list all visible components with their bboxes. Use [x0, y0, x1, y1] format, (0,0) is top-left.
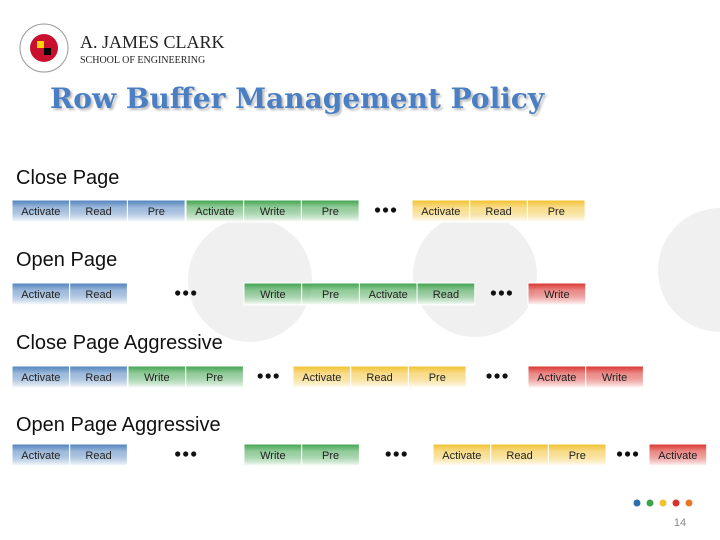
ellipsis-dot — [175, 451, 181, 457]
command-cell — [69, 282, 128, 306]
logo — [19, 23, 69, 73]
ellipsis-dot — [382, 207, 389, 213]
command-cell — [69, 365, 128, 389]
ellipsis-dot — [385, 451, 391, 457]
ellipsis-dot — [506, 290, 512, 296]
command-cell — [416, 282, 476, 306]
command-cell — [526, 199, 586, 223]
ellipsis-dot — [191, 290, 197, 296]
command-label: Activate — [442, 450, 481, 462]
command-label: Pre — [322, 289, 339, 301]
ellipsis-dot — [401, 451, 407, 457]
command-label: Pre — [148, 206, 165, 218]
command-cell — [527, 282, 587, 306]
ellipsis-dot — [191, 451, 197, 457]
ellipsis-dot — [393, 451, 399, 457]
ellipsis-dot — [616, 451, 623, 457]
org-school: SCHOOL OF ENGINEERING — [80, 55, 205, 66]
command-label: Read — [85, 289, 111, 301]
ellipsis-dot — [257, 373, 263, 379]
command-label: Activate — [195, 206, 234, 218]
command-label: Activate — [302, 372, 341, 384]
ellipsis-dot — [374, 207, 381, 213]
ellipsis-dot — [490, 290, 496, 296]
ellipsis-dot — [498, 290, 504, 296]
ellipsis-dot — [273, 373, 279, 379]
command-label: Write — [260, 289, 285, 301]
ellipsis-dot — [632, 451, 639, 457]
command-label: Write — [602, 372, 627, 384]
command-label: Read — [506, 450, 532, 462]
command-label: Write — [544, 289, 569, 301]
command-label: Read — [485, 206, 511, 218]
command-label: Activate — [21, 450, 60, 462]
ellipsis-dot — [183, 451, 189, 457]
section-label: Close Page — [16, 167, 119, 189]
command-label: Pre — [548, 206, 565, 218]
ellipsis-dot — [624, 451, 631, 457]
command-label: Write — [260, 206, 285, 218]
command-label: Read — [366, 372, 392, 384]
command-label: Read — [85, 372, 111, 384]
command-cell — [300, 199, 360, 223]
command-label: Read — [433, 289, 459, 301]
background-circles — [188, 208, 720, 342]
slide-title: Row Buffer Management Policy — [50, 82, 545, 115]
footer-dots — [633, 499, 693, 507]
ellipsis-dot — [183, 290, 189, 296]
ellipsis-dot — [390, 207, 397, 213]
command-cell — [547, 443, 607, 467]
command-label: Pre — [322, 206, 339, 218]
command-cell — [69, 443, 128, 467]
command-label: Write — [260, 450, 285, 462]
section-label: Open Page Aggressive — [16, 414, 221, 436]
command-label: Pre — [206, 372, 223, 384]
command-cell — [648, 443, 708, 467]
command-cell — [407, 365, 467, 389]
ellipsis-dot — [175, 290, 181, 296]
command-label: Write — [144, 372, 169, 384]
section-label: Open Page — [16, 249, 117, 271]
page-number: 14 — [674, 517, 686, 529]
org-name: A. JAMES CLARK — [80, 32, 225, 52]
command-label: Read — [85, 450, 111, 462]
section-label: Close Page Aggressive — [16, 332, 223, 354]
command-label: Activate — [21, 372, 60, 384]
command-cell — [126, 199, 186, 223]
command-label: Activate — [537, 372, 576, 384]
command-label: Pre — [322, 450, 339, 462]
command-label: Activate — [421, 206, 460, 218]
command-cell — [301, 443, 360, 467]
command-label: Pre — [569, 450, 586, 462]
command-cell — [185, 365, 244, 389]
ellipsis-dot — [486, 373, 492, 379]
ellipsis-dot — [494, 373, 500, 379]
command-cell — [585, 365, 644, 389]
command-label: Pre — [429, 372, 446, 384]
command-label: Activate — [21, 289, 60, 301]
ellipsis-dot — [265, 373, 271, 379]
command-label: Activate — [21, 206, 60, 218]
ellipsis-dot — [502, 373, 508, 379]
command-label: Activate — [658, 450, 697, 462]
command-label: Read — [85, 206, 111, 218]
command-label: Activate — [369, 289, 408, 301]
